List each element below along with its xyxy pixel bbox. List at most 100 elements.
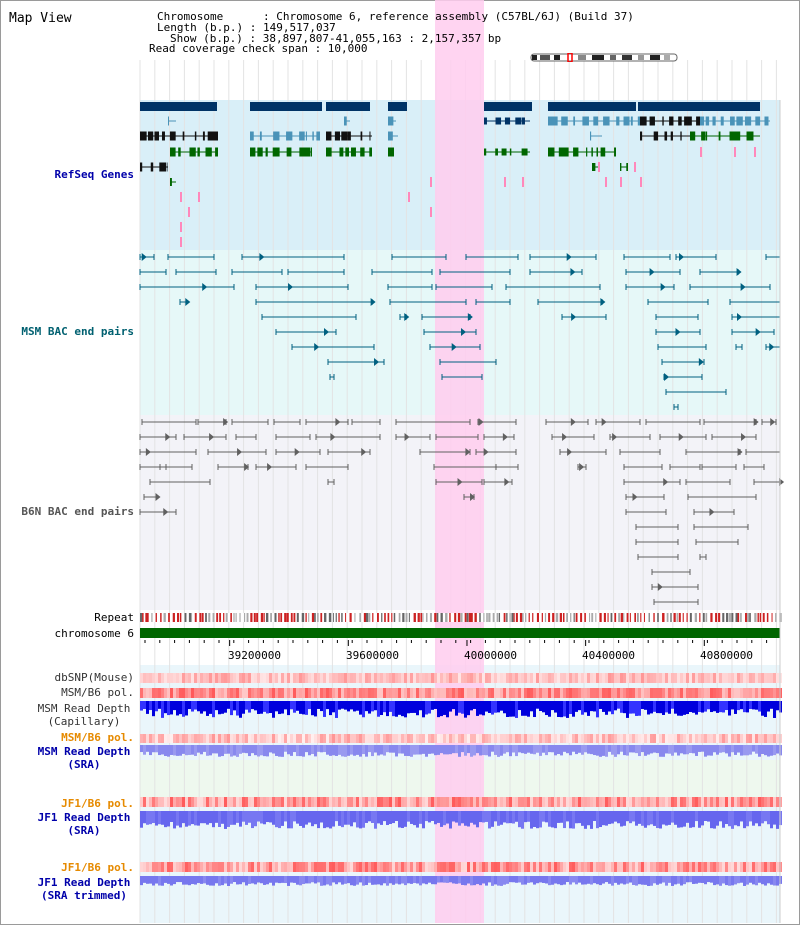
- read-depth-bar: [623, 811, 626, 826]
- read-depth-bar: [425, 876, 428, 885]
- polymorphism-cell: [590, 797, 593, 807]
- read-depth-bar: [629, 701, 632, 714]
- read-depth-bar: [773, 701, 776, 718]
- polymorphism-cell: [332, 688, 335, 698]
- polymorphism-cell: [401, 688, 404, 698]
- track-label-refseq-genes[interactable]: RefSeq Genes: [54, 168, 134, 181]
- read-depth-bar: [161, 876, 164, 886]
- track-label-msm-b6-pol-2[interactable]: MSM/B6 pol.: [61, 731, 134, 744]
- repeat-element: [314, 613, 316, 622]
- polymorphism-cell: [650, 862, 653, 872]
- polymorphism-cell: [299, 688, 302, 698]
- polymorphism-cell: [554, 688, 557, 698]
- read-depth-bar: [440, 745, 443, 754]
- polymorphism-cell: [758, 734, 761, 743]
- read-depth-bar: [563, 876, 566, 885]
- polymorphism-cell: [179, 688, 182, 698]
- read-depth-bar: [242, 876, 245, 883]
- track-label-msm-bac-end-pairs[interactable]: MSM BAC end pairs: [21, 325, 134, 338]
- polymorphism-cell: [767, 673, 770, 683]
- polymorphism-cell: [413, 673, 416, 683]
- track-label-jf1-b6-pol-1[interactable]: JF1/B6 pol.: [61, 797, 134, 810]
- polymorphism-cell: [740, 688, 743, 698]
- polymorphism-cell: [644, 688, 647, 698]
- chromosome-ideogram[interactable]: [530, 53, 680, 62]
- read-depth-bar: [761, 745, 764, 755]
- gene-exon: [140, 131, 147, 141]
- read-depth-bar: [713, 876, 716, 886]
- repeat-element: [223, 613, 225, 622]
- read-depth-bar: [611, 876, 614, 886]
- gene-exon: [161, 131, 165, 141]
- track-label-msm-b6-pol-1[interactable]: MSM/B6 pol.: [61, 686, 134, 699]
- read-depth-bar: [599, 745, 602, 757]
- read-depth-bar: [452, 811, 455, 822]
- read-depth-bar: [614, 701, 617, 711]
- track-label-msm-depth-sra[interactable]: MSM Read Depth: [37, 745, 131, 758]
- read-depth-bar: [335, 811, 338, 822]
- read-depth-bar: [698, 811, 701, 828]
- repeat-element: [212, 613, 215, 622]
- track-label-jf1-depth-sra[interactable]: JF1 Read Depth: [37, 811, 131, 824]
- track-label-b6n-bac-end-pairs[interactable]: B6N BAC end pairs: [21, 505, 134, 518]
- polymorphism-cell: [248, 734, 251, 743]
- polymorphism-cell: [209, 673, 212, 683]
- polymorphism-cell: [569, 673, 572, 683]
- repeat-element: [488, 613, 491, 622]
- polymorphism-cell: [680, 734, 683, 743]
- polymorphism-cell: [572, 688, 575, 698]
- read-depth-bar: [182, 745, 185, 754]
- polymorphism-cell: [293, 797, 296, 807]
- read-depth-bar: [701, 811, 704, 826]
- track-label-jf1-b6-pol-2[interactable]: JF1/B6 pol.: [61, 861, 134, 874]
- bac-arrow: [740, 283, 746, 291]
- track-label-dbsnp[interactable]: dbSNP(Mouse): [54, 671, 134, 684]
- polymorphism-cell: [563, 734, 566, 743]
- polymorphism-cell: [584, 734, 587, 743]
- read-depth-bar: [347, 745, 350, 756]
- polymorphism-cell: [449, 797, 452, 807]
- read-depth-bar: [686, 745, 689, 755]
- polymorphism-cell: [518, 734, 521, 743]
- axis-tick-label: 39200000: [228, 649, 281, 662]
- track-label-jf1-depth-trimmed[interactable]: JF1 Read Depth: [37, 876, 131, 889]
- read-depth-bar: [269, 811, 272, 823]
- repeat-element: [225, 613, 228, 622]
- track-label-repeat[interactable]: Repeat: [94, 611, 134, 624]
- polymorphism-cell: [161, 734, 164, 743]
- read-depth-bar: [194, 876, 197, 885]
- read-depth-bar: [668, 745, 671, 754]
- polymorphism-cell: [179, 797, 182, 807]
- gene-minor: [430, 177, 432, 187]
- repeat-element: [775, 613, 777, 622]
- gene-exon: [347, 131, 351, 141]
- polymorphism-cell: [659, 862, 662, 872]
- repeat-element: [618, 613, 620, 622]
- polymorphism-cell: [146, 688, 149, 698]
- polymorphism-cell: [344, 862, 347, 872]
- polymorphism-cell: [176, 688, 179, 698]
- read-depth-bar: [365, 701, 368, 712]
- read-depth-bar: [290, 811, 293, 829]
- track-label-msm-depth-capillary[interactable]: MSM Read Depth: [37, 702, 131, 715]
- read-depth-bar: [212, 701, 215, 718]
- polymorphism-cell: [371, 688, 374, 698]
- track-label-chromosome[interactable]: chromosome 6: [54, 627, 134, 640]
- read-depth-bar: [725, 811, 728, 825]
- read-depth-bar: [461, 701, 464, 714]
- read-depth-bar: [593, 745, 596, 756]
- read-depth-bar: [536, 701, 539, 709]
- bac-arrow: [404, 433, 410, 441]
- read-depth-bar: [464, 701, 467, 718]
- polymorphism-cell: [686, 688, 689, 698]
- read-depth-bar: [767, 876, 770, 884]
- polymorphism-cell: [707, 734, 710, 743]
- bac-arrow: [470, 493, 476, 501]
- polymorphism-cell: [188, 862, 191, 872]
- polymorphism-cell: [191, 673, 194, 683]
- polymorphism-cell: [392, 862, 395, 872]
- read-depth-bar: [275, 701, 278, 712]
- polymorphism-cell: [257, 673, 260, 683]
- polymorphism-cell: [404, 673, 407, 683]
